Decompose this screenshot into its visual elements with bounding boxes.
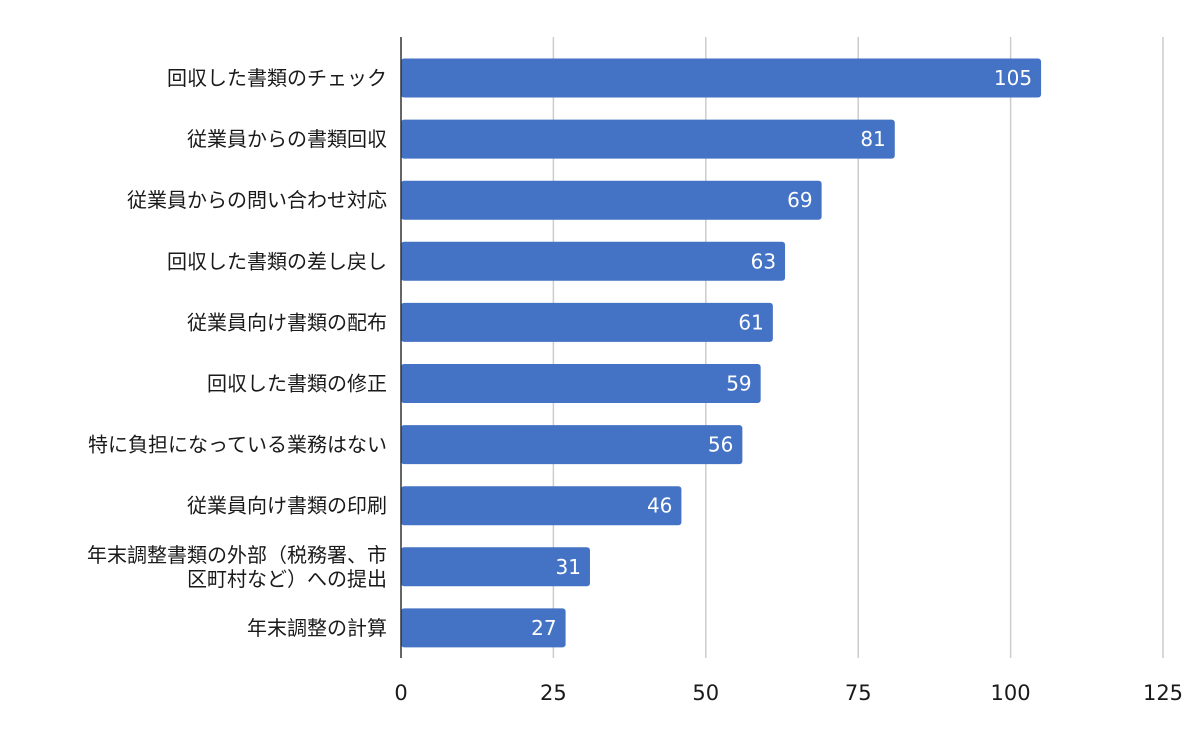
- x-tick-label-0: 0: [394, 681, 407, 705]
- category-label-9: 年末調整の計算: [247, 616, 387, 640]
- category-label-4: 従業員向け書類の配布: [187, 310, 387, 334]
- data-label-4: 61: [738, 310, 763, 334]
- category-label-2: 従業員からの問い合わせ対応: [127, 188, 387, 212]
- x-tick-label-75: 75: [845, 681, 872, 705]
- bars: [401, 58, 1042, 648]
- labels: 0 25 50 75 100 125 105 回収した書類のチェック 81 従業員からの書類回収 6…: [87, 66, 1183, 705]
- bar-0: [401, 58, 1042, 98]
- category-label-0: 回収した書類のチェック: [167, 66, 387, 90]
- data-label-3: 63: [751, 249, 776, 273]
- category-label-3: 回収した書類の差し戻し: [167, 249, 387, 273]
- bar-3: [401, 241, 786, 281]
- category-label-7: 従業員向け書類の印刷: [187, 494, 387, 518]
- x-tick-label-100: 100: [991, 681, 1031, 705]
- data-label-9: 27: [531, 616, 556, 640]
- category-label-6: 特に負担になっている業務はない: [88, 433, 387, 457]
- data-label-6: 56: [708, 433, 733, 457]
- data-label-1: 81: [860, 127, 885, 151]
- category-label-1: 従業員からの書類回収: [187, 127, 387, 151]
- x-tick-label-25: 25: [540, 681, 567, 705]
- bar-6: [401, 425, 743, 465]
- data-label-2: 69: [787, 188, 812, 212]
- data-label-7: 46: [647, 494, 672, 518]
- category-label-5: 回収した書類の修正: [207, 372, 387, 396]
- bar-8: [401, 547, 590, 587]
- x-tick-label-125: 125: [1143, 681, 1183, 705]
- category-label-8: 年末調整書類の外部（税務署、市区町村など）への提出: [87, 543, 387, 591]
- bar-2: [401, 180, 822, 220]
- bar-7: [401, 486, 682, 526]
- data-label-5: 59: [726, 372, 751, 396]
- bar-4: [401, 302, 773, 342]
- bar-1: [401, 119, 895, 159]
- bar-5: [401, 364, 761, 403]
- data-label-0: 105: [994, 66, 1032, 90]
- data-label-8: 31: [556, 555, 581, 579]
- bar-9: [401, 608, 566, 648]
- x-tick-label-50: 50: [692, 681, 719, 705]
